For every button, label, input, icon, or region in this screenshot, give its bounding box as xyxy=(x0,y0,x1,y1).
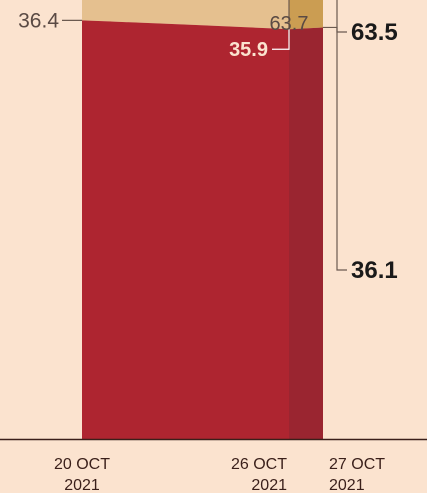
area-segment-top-latest xyxy=(289,0,323,30)
value-label-mid-top: 63.7 xyxy=(270,13,309,35)
x-tick-year: 2021 xyxy=(251,477,287,493)
value-label-end-top: 63.5 xyxy=(351,19,398,46)
leader-end-boundary xyxy=(323,26,347,271)
x-tick-date: 26 OCT xyxy=(231,456,287,473)
area-segment-bottom-main xyxy=(82,20,289,440)
leader-mid-boundary xyxy=(272,29,290,50)
x-tick-label: 27 OCT 2021 xyxy=(329,456,385,493)
value-label-end-boundary: 36.1 xyxy=(351,257,398,284)
x-tick-date: 27 OCT xyxy=(329,456,385,473)
x-tick-date: 20 OCT xyxy=(54,456,110,473)
leader-end-top xyxy=(336,0,347,33)
value-label-mid-boundary: 35.9 xyxy=(229,39,268,61)
area-segment-top-main xyxy=(82,0,289,30)
x-tick-label: 26 OCT 2021 xyxy=(231,456,287,493)
x-tick-label: 20 OCT 2021 xyxy=(54,456,110,493)
x-tick-year: 2021 xyxy=(64,477,100,493)
value-label-start-boundary: 36.4 xyxy=(18,9,59,32)
area-segment-bottom-latest xyxy=(289,27,323,440)
x-tick-year: 2021 xyxy=(329,477,365,493)
